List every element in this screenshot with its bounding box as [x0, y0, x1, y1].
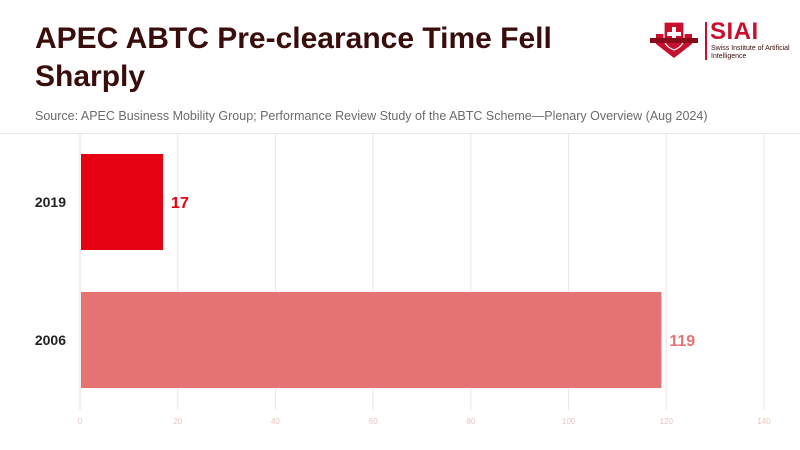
x-tick-label: 140 — [757, 417, 771, 426]
x-tick-label: 20 — [173, 417, 182, 426]
logo-tagline: Swiss Institute of Artificial Intelligen… — [711, 45, 790, 60]
x-tick-label: 60 — [369, 417, 378, 426]
chart-source: Source: APEC Business Mobility Group; Pe… — [35, 109, 708, 123]
x-tick-label: 100 — [562, 417, 576, 426]
logo-wordmark: SIAI — [710, 18, 759, 45]
chart-top-separator — [0, 133, 800, 134]
bar-2019 — [81, 154, 164, 250]
data-label-2019: 17 — [171, 195, 189, 212]
category-label-2019: 2019 — [35, 194, 66, 210]
swiss-shield-icon — [650, 21, 698, 58]
data-label-2006: 119 — [669, 333, 695, 350]
x-tick-label: 40 — [271, 417, 280, 426]
siai-logo: SIAI Swiss Institute of Artificial Intel… — [648, 18, 790, 62]
x-tick-label: 120 — [660, 417, 674, 426]
logo-divider — [705, 22, 707, 60]
category-label-2006: 2006 — [35, 332, 66, 348]
x-tick-label: 0 — [78, 417, 83, 426]
bar-2006 — [81, 292, 662, 388]
x-tick-label: 80 — [466, 417, 475, 426]
chart-title: APEC ABTC Pre-clearance Time Fell Sharpl… — [35, 22, 552, 93]
